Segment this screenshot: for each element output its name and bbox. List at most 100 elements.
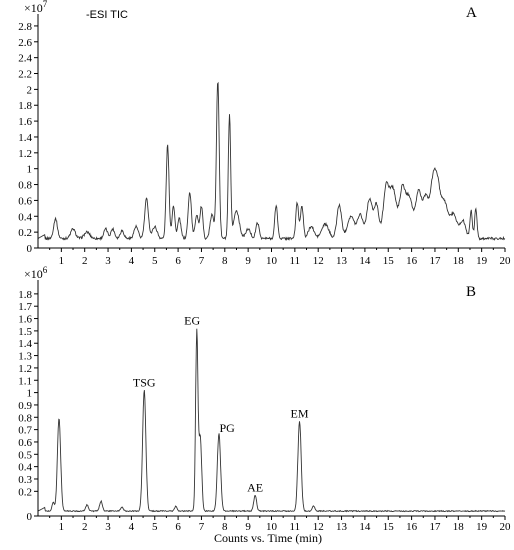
x-tick-label: 5 <box>152 521 158 533</box>
x-tick-label: 17 <box>429 521 441 533</box>
x-tick-label: 8 <box>222 521 228 533</box>
x-tick-label: 11 <box>290 255 301 267</box>
y-tick-label: 1 <box>27 388 33 400</box>
y-tick-label: 1.8 <box>18 100 32 112</box>
x-tick-label: 10 <box>266 521 278 533</box>
x-tick-label: 2 <box>82 255 88 267</box>
y-tick-label: 1.7 <box>18 301 32 313</box>
y-tick-label: 1.8 <box>18 289 32 301</box>
y-tick-label: 2.4 <box>18 53 32 65</box>
x-tick-label: 13 <box>336 521 348 533</box>
y-tick-label: 0.4 <box>18 211 32 223</box>
panel-a-scale-label: ×107 <box>24 0 48 15</box>
peak-label-tsg: TSG <box>133 375 156 389</box>
y-tick-label: 1.6 <box>18 314 32 326</box>
x-tick-label: 7 <box>199 521 205 533</box>
y-tick-label: 0.3 <box>18 474 32 486</box>
y-tick-label: 2 <box>27 84 33 96</box>
peak-label-em: EM <box>291 406 309 420</box>
y-tick-label: 0.2 <box>18 486 32 498</box>
x-tick-label: 18 <box>453 521 465 533</box>
panel-a-letter: A <box>466 5 477 21</box>
y-tick-label: 0.6 <box>18 437 32 449</box>
y-tick-label: 0.5 <box>18 449 32 461</box>
panel-b: ×106 B 00.20.30.40.50.60.70.80.911.11.21… <box>18 265 511 545</box>
panel-a-trace-label: -ESI TIC <box>86 9 128 21</box>
x-tick-label: 1 <box>59 521 65 533</box>
panel-b-scale-label: ×106 <box>24 265 48 281</box>
x-tick-label: 14 <box>359 521 371 533</box>
peak-label-pg: PG <box>219 421 235 435</box>
peak-label-ae: AE <box>247 480 263 494</box>
x-tick-label: 12 <box>313 255 324 267</box>
x-tick-label: 9 <box>245 255 251 267</box>
panel-b-x-axis: 1 2 3 4 5 6 7 8 9 10 11 12 13 14 15 16 17 18 19 20 <box>49 516 512 533</box>
x-tick-label: 3 <box>105 255 111 267</box>
x-tick-label: 12 <box>313 521 324 533</box>
panel-a-y-axis: 0 0.2 0.4 0.6 0.8 1 1.2 1.4 1.6 1.8 2 2.2 2.4 2.6 2.8 <box>18 21 38 255</box>
y-tick-label: 2.2 <box>18 69 32 81</box>
x-tick-label: 5 <box>152 255 158 267</box>
x-tick-label: 10 <box>266 255 278 267</box>
x-tick-label: 1 <box>59 255 65 267</box>
panel-b-letter: B <box>466 284 476 300</box>
y-tick-label: 0.6 <box>18 195 32 207</box>
panel-b-peak-annotations: TSG EG PG AE EM <box>133 314 309 495</box>
x-tick-label: 14 <box>359 255 371 267</box>
x-tick-label: 15 <box>383 255 395 267</box>
x-tick-label: 18 <box>453 255 465 267</box>
panel-a-scale-base: ×10 <box>24 1 43 15</box>
y-tick-label: 0.9 <box>18 400 32 412</box>
x-tick-label: 19 <box>476 255 488 267</box>
x-tick-label: 7 <box>199 255 205 267</box>
x-tick-label: 11 <box>290 521 301 533</box>
x-tick-label: 20 <box>500 521 512 533</box>
y-tick-label: 1.4 <box>18 132 32 144</box>
y-tick-label: 0.4 <box>18 462 32 474</box>
y-tick-label: 1.3 <box>18 351 32 363</box>
x-tick-label: 20 <box>500 255 512 267</box>
x-tick-label: 13 <box>336 255 348 267</box>
y-tick-label: 0 <box>27 243 33 255</box>
panel-b-scale-exponent: 6 <box>43 265 48 275</box>
x-tick-label: 16 <box>406 521 418 533</box>
x-tick-label: 19 <box>476 521 488 533</box>
panel-a-scale-exponent: 7 <box>43 0 48 9</box>
panel-a-x-axis: 1 2 3 4 5 6 7 8 9 10 11 12 13 14 15 16 17 18 19 20 <box>49 248 512 267</box>
y-tick-label: 0.8 <box>18 412 32 424</box>
y-tick-label: 0 <box>27 511 33 523</box>
panel-b-scale-base: ×10 <box>24 267 43 281</box>
y-tick-label: 1.6 <box>18 116 32 128</box>
x-tick-label: 6 <box>175 255 181 267</box>
x-tick-label: 16 <box>406 255 418 267</box>
y-tick-label: 1.2 <box>18 148 32 160</box>
y-tick-label: 0.2 <box>18 227 32 239</box>
panel-b-trace <box>37 328 506 513</box>
y-tick-label: 1.4 <box>18 338 32 350</box>
x-tick-label: 4 <box>129 521 135 533</box>
x-tick-label: 8 <box>222 255 228 267</box>
x-tick-label: 6 <box>175 521 181 533</box>
y-tick-label: 1.2 <box>18 363 32 375</box>
y-tick-label: 2.8 <box>18 21 32 33</box>
x-tick-label: 4 <box>129 255 135 267</box>
panel-a-axes <box>37 14 505 249</box>
panel-b-axes <box>37 280 505 517</box>
panel-b-y-axis: 00.20.30.40.50.60.70.80.911.11.21.31.41.… <box>18 289 38 523</box>
x-tick-label: 3 <box>105 521 111 533</box>
y-tick-label: 1.1 <box>18 375 32 387</box>
x-tick-label: 2 <box>82 521 88 533</box>
panel-a: ×107 -ESI TIC A 00.20.40.60.811.21.41.61… <box>18 0 511 267</box>
peak-label-eg: EG <box>184 314 200 328</box>
y-tick-label: 1.5 <box>18 326 32 338</box>
y-tick-label: 0.7 <box>18 425 32 437</box>
panel-b-x-axis-label: Counts vs. Time (min) <box>214 531 322 545</box>
x-tick-label: 17 <box>429 255 441 267</box>
panel-a-tic-trace <box>37 81 506 242</box>
y-tick-label: 1 <box>27 164 33 176</box>
x-tick-label: 9 <box>245 521 251 533</box>
y-tick-label: 2.6 <box>18 37 32 49</box>
x-tick-label: 15 <box>383 521 395 533</box>
y-tick-label: 0.8 <box>18 180 32 192</box>
